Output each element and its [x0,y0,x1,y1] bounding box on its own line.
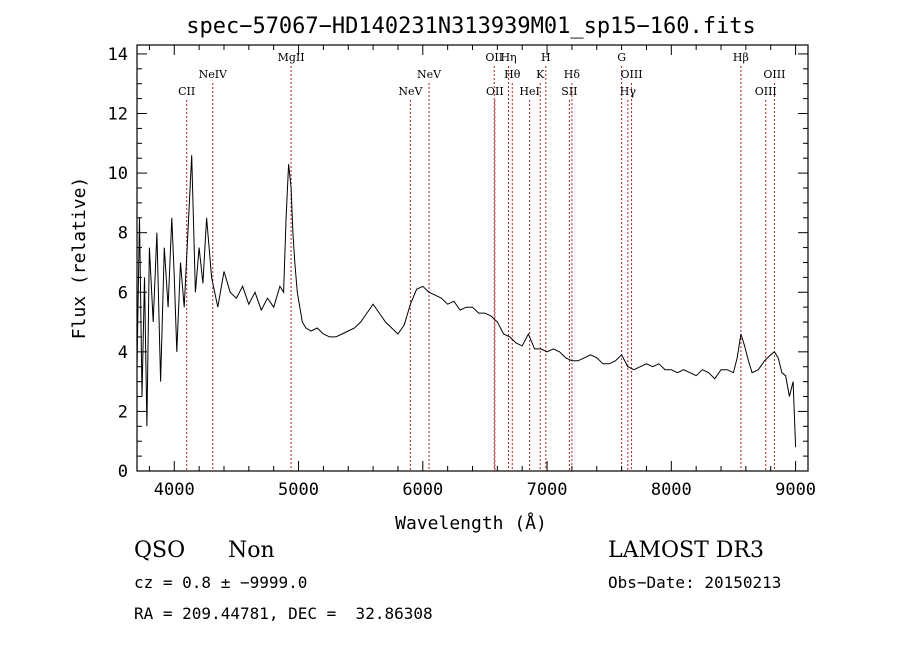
y-tick-label: 2 [118,402,128,422]
y-axis-label: Flux (relative) [69,177,90,340]
line-marker-label: OIII [763,68,785,81]
line-marker-label: Hγ [620,85,637,98]
line-marker-label: Hθ [504,68,521,81]
x-tick-label: 4000 [154,480,195,500]
line-marker-label: NeV [398,85,423,98]
y-tick-label: 0 [118,462,128,482]
line-marker-label: H [541,51,551,64]
x-tick-label: 5000 [278,480,319,500]
x-axis-label: Wavelength (Å) [395,512,547,534]
y-tick-label: 14 [108,45,128,65]
line-marker-label: OIII [755,85,777,98]
line-marker-label: G [617,51,626,64]
line-marker-label: CII [178,85,195,98]
line-marker-label: OII [486,85,504,98]
spectrum-line [136,155,797,448]
line-marker-label: OIII [621,68,643,81]
line-marker-label: K [536,68,545,81]
y-tick-label: 8 [118,224,128,244]
y-axis: 0 2 4 6 8 10 12 14 [108,45,808,482]
line-marker-label: MgII [278,51,305,64]
coordinates: RA = 209.44781, DEC = 32.86308 [134,604,433,623]
line-marker-label: NeIV [199,68,228,81]
line-marker-label: SII [561,85,577,98]
x-axis: 4000 5000 6000 7000 8000 9000 [148,45,816,500]
x-tick-label: 9000 [775,480,816,500]
line-markers [186,66,775,471]
line-marker-label: HeI [519,85,539,98]
plot-frame [136,44,809,472]
y-tick-label: 4 [118,343,128,363]
x-tick-label: 6000 [402,480,443,500]
line-marker-labels: CIINeIVMgIINeVNeVOIIOIIHηHθHeIKHHδSIIGOI… [178,51,785,98]
line-marker-label: Hβ [733,51,749,64]
object-class: QSO [134,538,186,563]
line-marker-label: NeV [417,68,442,81]
y-tick-label: 12 [108,105,128,125]
object-subclass: Non [228,538,275,563]
chart-title: spec−57067−HD140231N313939M01_sp15−160.f… [186,14,756,39]
survey-name: LAMOST DR3 [608,538,764,563]
x-tick-label: 8000 [651,480,692,500]
line-marker-label: Hδ [564,68,581,81]
x-tick-label: 7000 [527,480,568,500]
line-marker-label: Hη [500,51,516,64]
obs-date: Obs−Date: 20150213 [608,573,782,592]
y-tick-label: 6 [118,283,128,303]
redshift-readout: cz = 0.8 ± −9999.0 [134,573,308,592]
line-marker-label: OII [485,51,503,64]
y-tick-label: 10 [108,164,128,184]
